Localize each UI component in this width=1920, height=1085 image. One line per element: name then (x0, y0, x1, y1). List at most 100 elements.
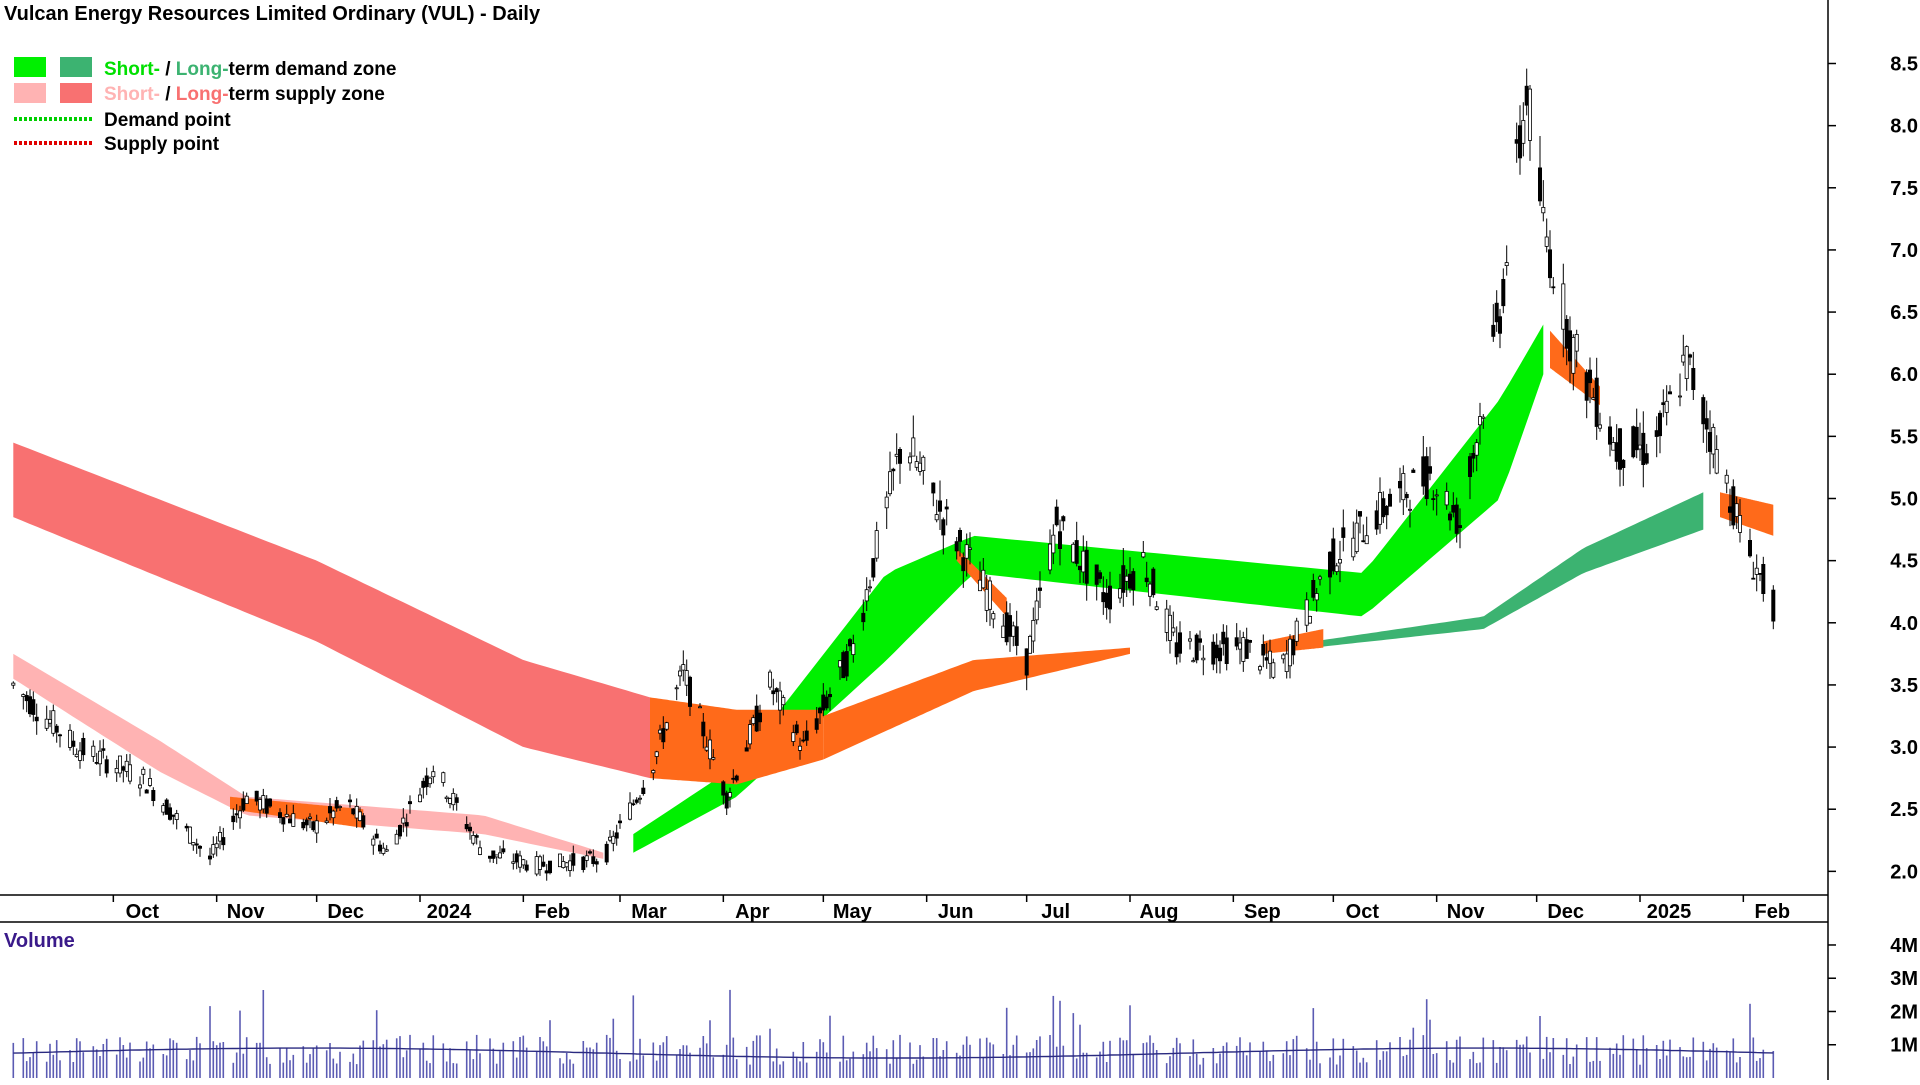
candle-body-22 (118, 755, 123, 774)
candle-body-63 (307, 816, 312, 819)
candle-body-220 (1038, 587, 1043, 591)
candle-body-317 (1494, 302, 1499, 323)
candle-body-80 (384, 849, 389, 852)
candle-body-236 (1118, 588, 1123, 599)
candle-body-339 (1594, 377, 1599, 427)
candle-body-350 (1644, 453, 1649, 464)
candle-body-286 (1351, 537, 1356, 558)
candle-body-359 (1688, 354, 1693, 358)
candle-body-123 (588, 851, 593, 854)
candle-body-143 (681, 664, 686, 671)
candle-body-299 (1408, 508, 1413, 511)
candle-body-104 (497, 852, 502, 859)
time-tick-label-0: Oct (126, 901, 160, 923)
candle-body-132 (631, 803, 636, 806)
candle-body-277 (1308, 616, 1313, 624)
candle-body-168 (798, 745, 803, 751)
candle-body-223 (1054, 506, 1059, 526)
time-tick-label-8: Jun (938, 901, 974, 923)
time-tick-label-7: May (833, 901, 873, 923)
candle-body-330 (1551, 286, 1556, 289)
candle-body-309 (1454, 504, 1459, 534)
candle-body-207 (981, 569, 986, 589)
candle-body-25 (127, 764, 132, 782)
candle-body-263 (1241, 637, 1246, 662)
time-tick-label-10: Aug (1140, 901, 1179, 923)
candle-body-65 (314, 820, 319, 834)
long-supply-zone (13, 442, 651, 779)
candle-body-297 (1401, 473, 1406, 501)
candle-body-14 (78, 750, 83, 761)
candle-body-270 (1271, 662, 1276, 678)
candle-body-352 (1658, 412, 1663, 437)
candle-body-344 (1618, 428, 1623, 470)
candle-body-105 (501, 848, 506, 853)
candle-body-224 (1058, 531, 1063, 550)
candle-body-198 (938, 500, 943, 512)
candle-body-139 (661, 728, 666, 743)
candle-body-163 (774, 688, 779, 693)
candle-body-280 (1318, 576, 1323, 580)
candle-body-88 (424, 775, 429, 788)
candle-body-185 (874, 530, 879, 559)
candle-body-289 (1361, 540, 1366, 543)
legend-supply-zone: Short- / Long-term supply zone (104, 84, 385, 105)
candle-body-272 (1284, 653, 1289, 673)
candle-body-176 (838, 660, 843, 668)
candle-body-305 (1434, 494, 1439, 497)
candle-body-253 (1194, 634, 1199, 661)
candle-body-358 (1684, 346, 1689, 380)
candle-body-197 (934, 514, 939, 521)
candle-body-144 (684, 670, 689, 686)
candle-body-349 (1641, 432, 1646, 465)
candle-body-48 (237, 810, 242, 819)
candle-body-20 (104, 759, 109, 774)
legend-short-supply-swatch (14, 83, 46, 103)
candle-body-264 (1244, 639, 1249, 659)
candle-body-115 (548, 860, 553, 874)
candle-body-28 (144, 789, 149, 794)
candle-body-116 (558, 853, 563, 868)
candle-body-79 (381, 847, 386, 854)
candle-body-268 (1264, 657, 1269, 661)
candle-body-195 (921, 456, 926, 471)
candle-body-362 (1704, 418, 1709, 430)
candle-body-40 (197, 845, 202, 849)
candle-body-337 (1588, 369, 1593, 384)
price-tick-label-12: 2.5 (1890, 799, 1918, 821)
price-tick-label-13: 2.0 (1890, 861, 1918, 883)
candle-body-92 (444, 796, 449, 800)
candle-body-60 (291, 813, 296, 827)
candle-body-55 (267, 798, 272, 807)
candle-body-8 (51, 710, 56, 734)
candle-body-229 (1081, 550, 1086, 573)
candle-body-242 (1144, 577, 1149, 583)
candle-body-186 (884, 496, 889, 509)
candle-body-98 (471, 835, 476, 844)
candle-body-29 (147, 778, 152, 786)
candle-body-47 (234, 813, 239, 816)
candle-body-122 (584, 855, 589, 861)
candle-body-232 (1098, 572, 1103, 579)
candle-body-158 (751, 717, 756, 725)
candle-body-367 (1728, 506, 1733, 513)
candle-body-146 (698, 706, 703, 709)
candle-body-6 (44, 718, 49, 729)
candle-body-169 (801, 739, 806, 742)
crossover-zone-1 (823, 647, 1130, 760)
candle-body-293 (1381, 498, 1386, 518)
candle-body-369 (1734, 503, 1739, 517)
candle-body-217 (1028, 636, 1033, 654)
candle-body-216 (1024, 648, 1029, 676)
candle-body-204 (964, 544, 969, 559)
candle-body-35 (174, 813, 179, 820)
candle-body-274 (1291, 639, 1296, 656)
candle-body-83 (401, 817, 406, 824)
price-tick-label-8: 4.5 (1890, 551, 1918, 573)
candle-body-69 (334, 800, 339, 809)
candle-body-306 (1444, 490, 1449, 506)
candle-body-103 (494, 854, 499, 858)
price-tick-label-11: 3.0 (1890, 737, 1918, 759)
candle-body-15 (81, 738, 86, 756)
candle-body-161 (768, 671, 773, 688)
